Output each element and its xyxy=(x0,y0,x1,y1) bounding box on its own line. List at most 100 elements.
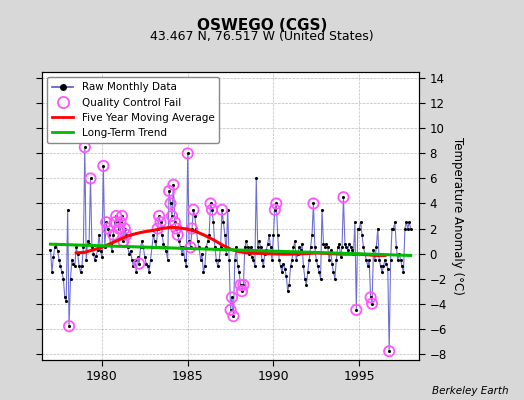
Point xyxy=(278,269,286,276)
Point xyxy=(139,244,148,250)
Point xyxy=(272,200,280,207)
Point xyxy=(163,257,172,263)
Point xyxy=(222,250,231,257)
Point xyxy=(354,225,362,232)
Point xyxy=(189,206,198,213)
Point xyxy=(144,263,152,269)
Y-axis label: Temperature Anomaly (°C): Temperature Anomaly (°C) xyxy=(451,137,464,295)
Point xyxy=(185,238,193,244)
Point xyxy=(58,269,66,276)
Point xyxy=(313,263,322,269)
Point xyxy=(108,248,116,254)
Point xyxy=(183,150,192,156)
Point xyxy=(329,269,337,276)
Point xyxy=(116,219,125,226)
Point xyxy=(154,225,162,232)
Point xyxy=(252,175,260,182)
Point xyxy=(228,294,236,300)
Point xyxy=(215,257,223,263)
Point xyxy=(322,240,331,247)
Point xyxy=(196,257,205,263)
Point xyxy=(405,219,413,226)
Point xyxy=(224,206,232,213)
Point xyxy=(308,232,316,238)
Point xyxy=(315,269,323,276)
Point xyxy=(372,244,380,250)
Point xyxy=(364,263,372,269)
Point xyxy=(148,244,156,250)
Text: Berkeley Earth: Berkeley Earth xyxy=(432,386,508,396)
Point xyxy=(305,257,313,263)
Point xyxy=(307,244,315,250)
Point xyxy=(344,247,352,253)
Point xyxy=(202,244,211,250)
Point xyxy=(235,269,243,276)
Point xyxy=(116,219,125,226)
Point xyxy=(203,238,212,244)
Point xyxy=(67,276,75,282)
Point xyxy=(105,232,113,238)
Point xyxy=(173,232,182,238)
Point xyxy=(325,257,333,263)
Point xyxy=(78,263,86,269)
Point xyxy=(52,240,60,247)
Point xyxy=(171,219,179,226)
Point xyxy=(346,244,355,250)
Point xyxy=(212,257,221,263)
Point xyxy=(221,232,229,238)
Point xyxy=(103,225,112,232)
Point xyxy=(361,250,369,257)
Point xyxy=(226,307,235,313)
Point xyxy=(92,253,101,259)
Point xyxy=(368,300,376,307)
Point xyxy=(201,263,209,269)
Point xyxy=(75,263,83,269)
Point xyxy=(382,260,390,267)
Point xyxy=(268,257,276,263)
Point xyxy=(85,240,93,247)
Point xyxy=(55,257,63,263)
Point xyxy=(169,182,178,188)
Point xyxy=(71,263,79,269)
Point xyxy=(48,269,56,276)
Point xyxy=(175,238,183,244)
Point xyxy=(219,219,227,226)
Point xyxy=(334,244,342,250)
Point xyxy=(319,240,328,247)
Point xyxy=(318,206,326,213)
Point xyxy=(350,250,358,257)
Point xyxy=(336,254,345,260)
Point xyxy=(101,244,109,250)
Point xyxy=(122,232,130,238)
Point xyxy=(61,294,69,300)
Point xyxy=(126,248,135,254)
Point xyxy=(125,250,133,257)
Point xyxy=(288,257,296,263)
Point xyxy=(241,244,249,250)
Point xyxy=(56,263,64,269)
Point xyxy=(206,200,215,207)
Point xyxy=(159,240,168,247)
Point xyxy=(65,323,73,329)
Point xyxy=(291,238,299,244)
Point xyxy=(285,282,293,288)
Point xyxy=(244,244,252,250)
Point xyxy=(168,213,176,219)
Point xyxy=(238,288,246,294)
Point xyxy=(309,200,318,207)
Point xyxy=(165,188,173,194)
Point xyxy=(236,282,245,288)
Point xyxy=(208,206,216,213)
Point xyxy=(311,244,319,250)
Point xyxy=(179,244,188,250)
Point xyxy=(111,219,119,226)
Point xyxy=(375,257,384,263)
Point xyxy=(281,265,289,272)
Point xyxy=(395,250,403,257)
Point xyxy=(177,244,185,250)
Point xyxy=(121,225,129,232)
Point xyxy=(255,238,264,244)
Point xyxy=(356,219,365,226)
Point xyxy=(276,263,285,269)
Point xyxy=(89,250,97,257)
